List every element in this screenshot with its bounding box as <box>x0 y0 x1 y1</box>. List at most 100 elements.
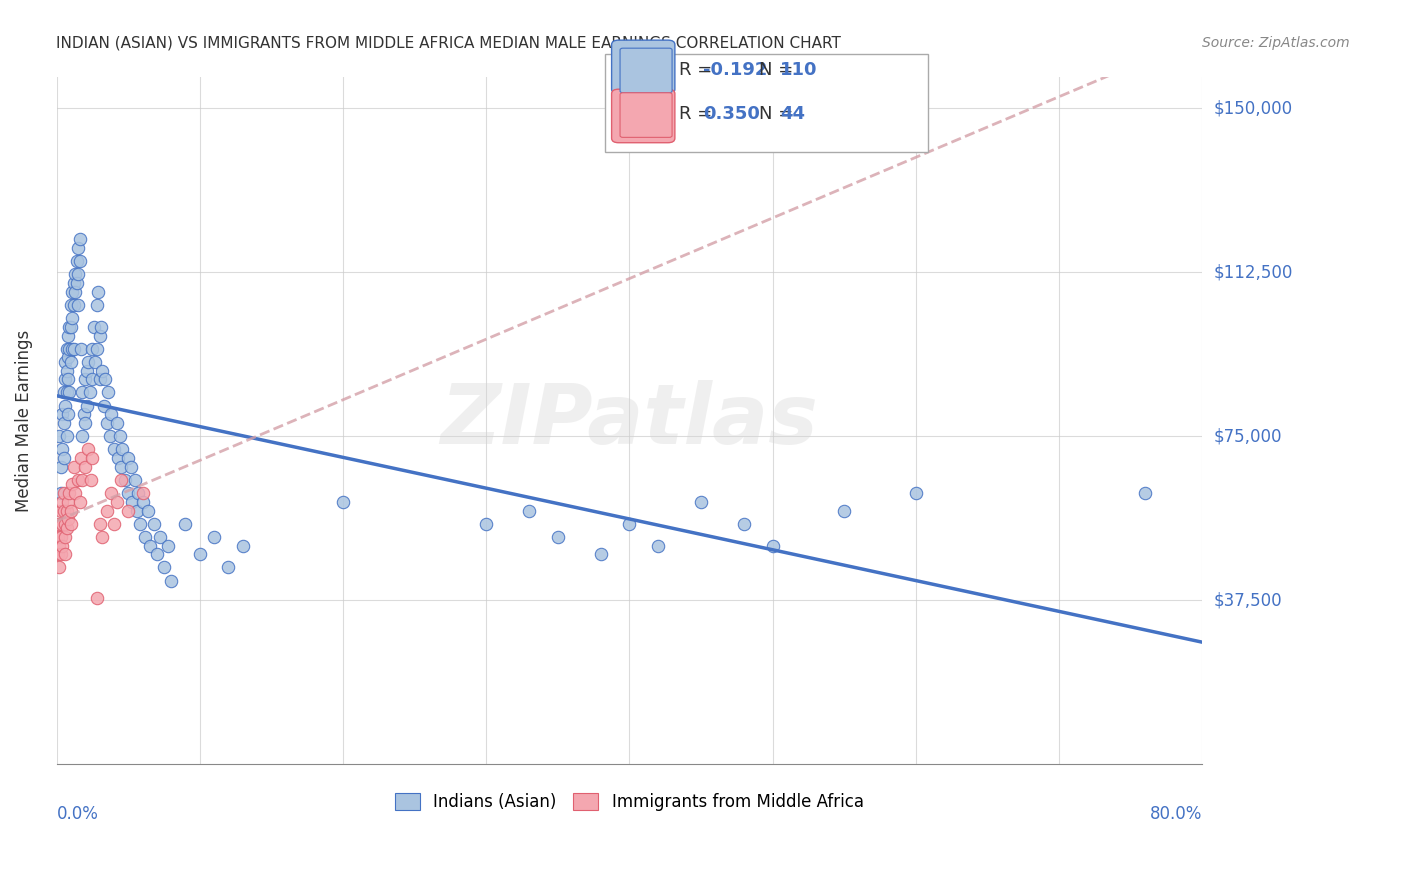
Point <box>89 372 111 386</box>
Point <box>59 319 82 334</box>
Point <box>66 276 89 290</box>
Point <box>103 516 125 531</box>
Point <box>60 311 83 326</box>
Point <box>517 503 540 517</box>
Point <box>153 560 176 574</box>
Point <box>53 399 76 413</box>
Point <box>91 363 114 377</box>
Point <box>73 407 96 421</box>
Point <box>87 285 110 299</box>
Legend: Indians (Asian), Immigrants from Middle Africa: Indians (Asian), Immigrants from Middle … <box>388 786 870 818</box>
Point <box>51 495 73 509</box>
Point <box>619 516 641 531</box>
Point <box>52 385 75 400</box>
Point <box>65 285 87 299</box>
Point <box>733 516 755 531</box>
Point <box>75 372 97 386</box>
Point <box>202 530 225 544</box>
Text: $150,000: $150,000 <box>1213 99 1292 117</box>
Point <box>100 486 122 500</box>
Point <box>86 342 108 356</box>
Point <box>91 530 114 544</box>
Point <box>80 473 103 487</box>
Point <box>62 459 84 474</box>
Point <box>59 516 82 531</box>
Point <box>83 319 105 334</box>
Point <box>52 416 75 430</box>
Point <box>69 495 91 509</box>
Text: -0.192: -0.192 <box>703 61 768 78</box>
Point <box>89 328 111 343</box>
Text: R =: R = <box>679 105 718 123</box>
Point <box>82 372 104 386</box>
Text: 0.0%: 0.0% <box>56 805 98 823</box>
Point <box>93 399 115 413</box>
Text: N =: N = <box>759 61 799 78</box>
Point <box>60 342 83 356</box>
Point <box>65 268 87 282</box>
Point <box>761 539 783 553</box>
Point <box>70 450 93 465</box>
Text: 110: 110 <box>780 61 818 78</box>
Point <box>134 530 156 544</box>
Point <box>120 459 142 474</box>
Point <box>131 495 153 509</box>
Point <box>51 516 73 531</box>
Point <box>589 547 612 561</box>
Point <box>58 385 80 400</box>
Point <box>51 442 73 457</box>
Point <box>49 486 72 500</box>
Point <box>160 574 183 588</box>
Point <box>117 486 139 500</box>
Point <box>72 473 94 487</box>
Point <box>128 516 150 531</box>
Point <box>59 355 82 369</box>
Point <box>53 516 76 531</box>
Point <box>70 342 93 356</box>
Point <box>217 560 239 574</box>
Point <box>149 530 172 544</box>
Point <box>832 503 855 517</box>
Point <box>56 495 79 509</box>
Point <box>105 416 128 430</box>
Point <box>56 407 79 421</box>
Point <box>136 503 159 517</box>
Point <box>96 503 118 517</box>
Point <box>125 503 148 517</box>
Point <box>55 429 77 443</box>
Point <box>111 442 134 457</box>
Point <box>69 232 91 246</box>
Point <box>96 416 118 430</box>
Text: $37,500: $37,500 <box>1213 591 1282 609</box>
Point <box>49 547 72 561</box>
Point <box>110 473 132 487</box>
Point <box>59 298 82 312</box>
Point <box>174 516 197 531</box>
Point <box>157 539 180 553</box>
Point <box>117 503 139 517</box>
Point <box>53 547 76 561</box>
Point <box>65 486 87 500</box>
Text: 0.350: 0.350 <box>703 105 759 123</box>
Point <box>48 560 70 574</box>
Text: Source: ZipAtlas.com: Source: ZipAtlas.com <box>1202 36 1350 50</box>
Point <box>82 450 104 465</box>
Point <box>86 298 108 312</box>
Point <box>89 516 111 531</box>
Point <box>77 355 100 369</box>
Point <box>72 385 94 400</box>
Point <box>58 342 80 356</box>
Point <box>904 486 927 500</box>
Point <box>56 351 79 365</box>
Point <box>46 530 69 544</box>
Point <box>77 442 100 457</box>
Point <box>56 372 79 386</box>
Point <box>48 429 70 443</box>
Point <box>103 442 125 457</box>
Point <box>124 473 146 487</box>
Point <box>105 495 128 509</box>
Text: $75,000: $75,000 <box>1213 427 1282 445</box>
Point <box>62 298 84 312</box>
Point <box>117 450 139 465</box>
Point <box>55 503 77 517</box>
